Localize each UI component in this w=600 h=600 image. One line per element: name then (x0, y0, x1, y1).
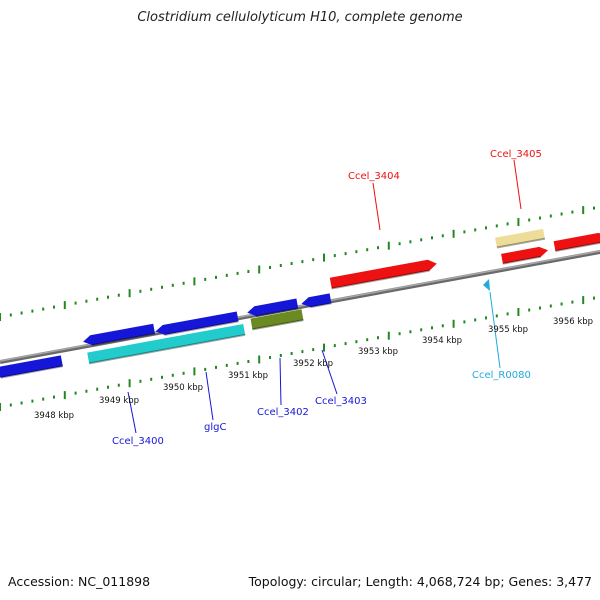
gene-ccel-3400-strand-shadow (91, 332, 156, 347)
gene-ccel-3402-strand-shadow (256, 307, 299, 318)
gene-glgc-strand[interactable] (155, 311, 239, 335)
tick-label: 3956 kbp (553, 317, 593, 327)
gene-ccel-3403-strand[interactable] (301, 293, 332, 308)
connector-ccel-3405 (513, 159, 522, 210)
gene-ccel-3404-shadow (331, 269, 430, 290)
tick-label: 3951 kbp (228, 371, 268, 381)
cds-ccel-3405[interactable] (495, 228, 545, 248)
ruler-upper (0, 206, 595, 321)
connector-ccel-3403 (321, 349, 338, 395)
label-ccel-3403[interactable]: Ccel_3403 (315, 396, 367, 407)
tick-label: 3950 kbp (163, 383, 203, 393)
connector-ccel-3404 (372, 182, 381, 231)
label-ccel-3402[interactable]: Ccel_3402 (257, 407, 309, 418)
cds-ccel-3400-glgc-shadow (89, 333, 246, 365)
gene-ccel-3405-strand-shadow (502, 255, 542, 265)
label-ccel-r0080[interactable]: Ccel_R0080 (472, 370, 531, 381)
connector-ccel-3402 (279, 357, 282, 406)
cds-ccel-3400-glgc[interactable] (87, 324, 246, 364)
gene-features (0, 228, 600, 379)
label-ccel-3404[interactable]: Ccel_3404 (348, 171, 400, 182)
gene-ccel-3405-strand[interactable] (501, 246, 548, 264)
genome-summary-text: Topology: circular; Length: 4,068,724 bp… (248, 574, 592, 589)
gene-glgc-strand-shadow (164, 320, 239, 336)
tick-label: 3953 kbp (358, 347, 398, 357)
gene-rev-1-shadow (0, 365, 63, 379)
cds-ccel-3405-shadow (496, 237, 546, 249)
connector-ccel-3400 (127, 391, 137, 434)
tick-label: 3954 kbp (422, 336, 462, 346)
connector-glgc (205, 371, 214, 421)
tick-label: 3949 kbp (99, 396, 139, 406)
label-connectors (127, 159, 522, 434)
genome-backbone-highlight (0, 250, 600, 362)
connector-ccel-r0080 (489, 291, 501, 369)
map-title: Clostridium cellulolyticum H10, complete… (137, 10, 463, 25)
gene-ccel-3404[interactable] (329, 259, 437, 289)
tick-label: 3955 kbp (488, 325, 528, 335)
ruler-lower (0, 296, 595, 411)
genome-backbone (0, 250, 600, 364)
label-glgc[interactable]: glgC (204, 422, 226, 433)
cds-ccel-3402-shadow (252, 319, 304, 331)
gene-ccel-3402-strand[interactable] (247, 298, 299, 317)
tick-label: 3948 kbp (34, 411, 74, 421)
gene-fwd-edge[interactable] (553, 232, 600, 251)
accession-text: Accession: NC_011898 (8, 574, 151, 589)
cds-ccel-3402[interactable] (250, 309, 304, 330)
gene-ccel-3400-strand[interactable] (83, 323, 155, 346)
label-ccel-3405[interactable]: Ccel_3405 (490, 149, 542, 160)
tick-label: 3952 kbp (293, 359, 333, 369)
gene-ccel-3403-strand-shadow (310, 302, 332, 309)
label-ccel-3400[interactable]: Ccel_3400 (112, 436, 164, 447)
gene-fwd-edge-shadow (555, 241, 600, 252)
rna-marker-ccel-r0080 (483, 279, 490, 291)
gene-rev-1[interactable] (0, 355, 63, 378)
